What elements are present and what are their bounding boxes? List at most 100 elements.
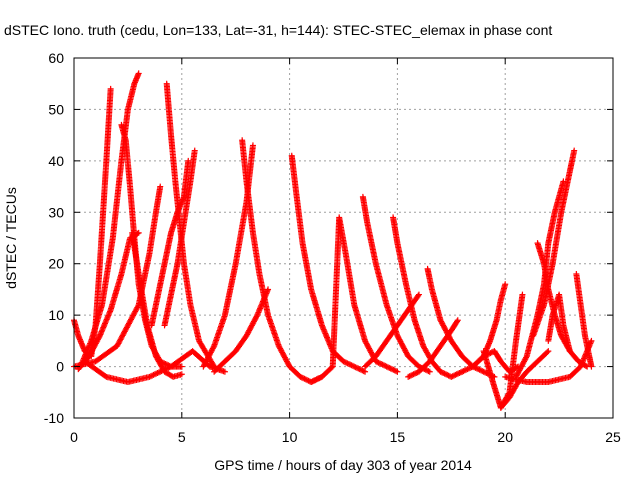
data-point <box>312 377 319 384</box>
data-point <box>454 318 461 325</box>
data-point <box>409 371 416 378</box>
data-point <box>151 371 158 378</box>
data-point <box>116 337 123 344</box>
series-sat-a <box>71 85 114 360</box>
data-point <box>118 335 125 342</box>
data-point <box>475 366 482 373</box>
data-point <box>135 229 142 236</box>
data-point <box>117 336 124 343</box>
data-point <box>449 373 456 380</box>
data-point <box>378 361 385 367</box>
data-point <box>178 371 185 378</box>
data-point <box>353 364 360 371</box>
data-point <box>300 375 307 382</box>
data-point <box>130 312 137 319</box>
series-sat-f <box>129 229 185 380</box>
data-point <box>448 373 455 380</box>
series-sat-i <box>161 147 198 329</box>
data-point <box>134 304 141 311</box>
data-point <box>461 367 468 374</box>
series-sat-q <box>390 214 466 380</box>
data-markers <box>71 70 595 411</box>
series-sat-x <box>497 291 526 411</box>
data-point <box>384 364 391 371</box>
data-point <box>163 365 170 372</box>
series-sat-b <box>77 70 142 370</box>
data-point <box>380 362 387 369</box>
data-point <box>298 374 305 381</box>
data-point <box>442 371 449 378</box>
data-point <box>310 377 317 384</box>
data-point <box>445 372 452 379</box>
data-point <box>340 358 347 365</box>
data-point <box>134 303 141 310</box>
y-tick-label: 20 <box>48 256 64 272</box>
data-point <box>316 375 323 382</box>
data-point <box>386 364 393 371</box>
x-tick-label: 0 <box>70 429 78 445</box>
data-point <box>407 372 414 379</box>
data-point <box>582 362 589 369</box>
data-point <box>413 370 420 376</box>
y-tick-label: 50 <box>48 101 64 117</box>
data-point <box>123 324 130 331</box>
data-point <box>355 365 362 372</box>
y-tick-label: 40 <box>48 153 64 169</box>
data-point <box>345 361 352 367</box>
data-point <box>358 366 365 373</box>
data-point <box>162 361 169 367</box>
x-ticks: 0 5 10 15 20 25 <box>70 58 621 445</box>
data-point <box>115 340 122 347</box>
series-sat-l <box>200 142 256 370</box>
data-point <box>452 371 459 378</box>
series-sat-t <box>405 317 461 380</box>
x-tick-label: 25 <box>605 429 621 445</box>
data-point <box>159 367 166 374</box>
data-point <box>387 365 394 372</box>
data-point <box>410 371 417 378</box>
data-point <box>372 358 379 365</box>
data-point <box>426 368 433 375</box>
data-point <box>415 363 422 370</box>
data-point <box>155 369 162 376</box>
chart-title: dSTEC Iono. truth (cedu, Lon=133, Lat=-3… <box>4 22 552 38</box>
data-point <box>360 368 367 375</box>
data-point <box>405 373 412 380</box>
data-point <box>411 370 418 377</box>
data-point <box>114 343 121 349</box>
y-tick-label: 60 <box>48 50 64 66</box>
data-point <box>158 368 165 375</box>
data-point <box>437 368 444 375</box>
data-point <box>383 363 390 370</box>
data-point <box>455 370 462 377</box>
data-point <box>348 362 355 369</box>
data-point <box>571 147 578 154</box>
data-point <box>301 375 308 382</box>
data-point <box>374 359 381 366</box>
data-point <box>302 376 309 383</box>
data-point <box>297 373 304 380</box>
data-point <box>313 376 320 383</box>
data-point <box>157 183 164 190</box>
data-point <box>153 370 160 377</box>
x-tick-label: 20 <box>497 429 513 445</box>
data-point <box>165 364 172 371</box>
data-point <box>96 334 103 340</box>
data-point <box>425 368 432 375</box>
data-point <box>249 142 256 149</box>
y-tick-label: 0 <box>56 359 64 375</box>
data-point <box>464 366 471 373</box>
data-point <box>438 369 445 376</box>
data-point <box>162 366 169 373</box>
data-point <box>362 368 369 375</box>
data-point <box>120 331 127 338</box>
series-sat-w <box>480 348 552 411</box>
data-point <box>415 292 422 299</box>
series-sat-r <box>362 291 422 370</box>
data-point <box>125 321 132 328</box>
data-point <box>359 367 366 374</box>
data-point <box>454 317 461 324</box>
data-point <box>309 378 316 385</box>
data-point <box>123 325 130 332</box>
